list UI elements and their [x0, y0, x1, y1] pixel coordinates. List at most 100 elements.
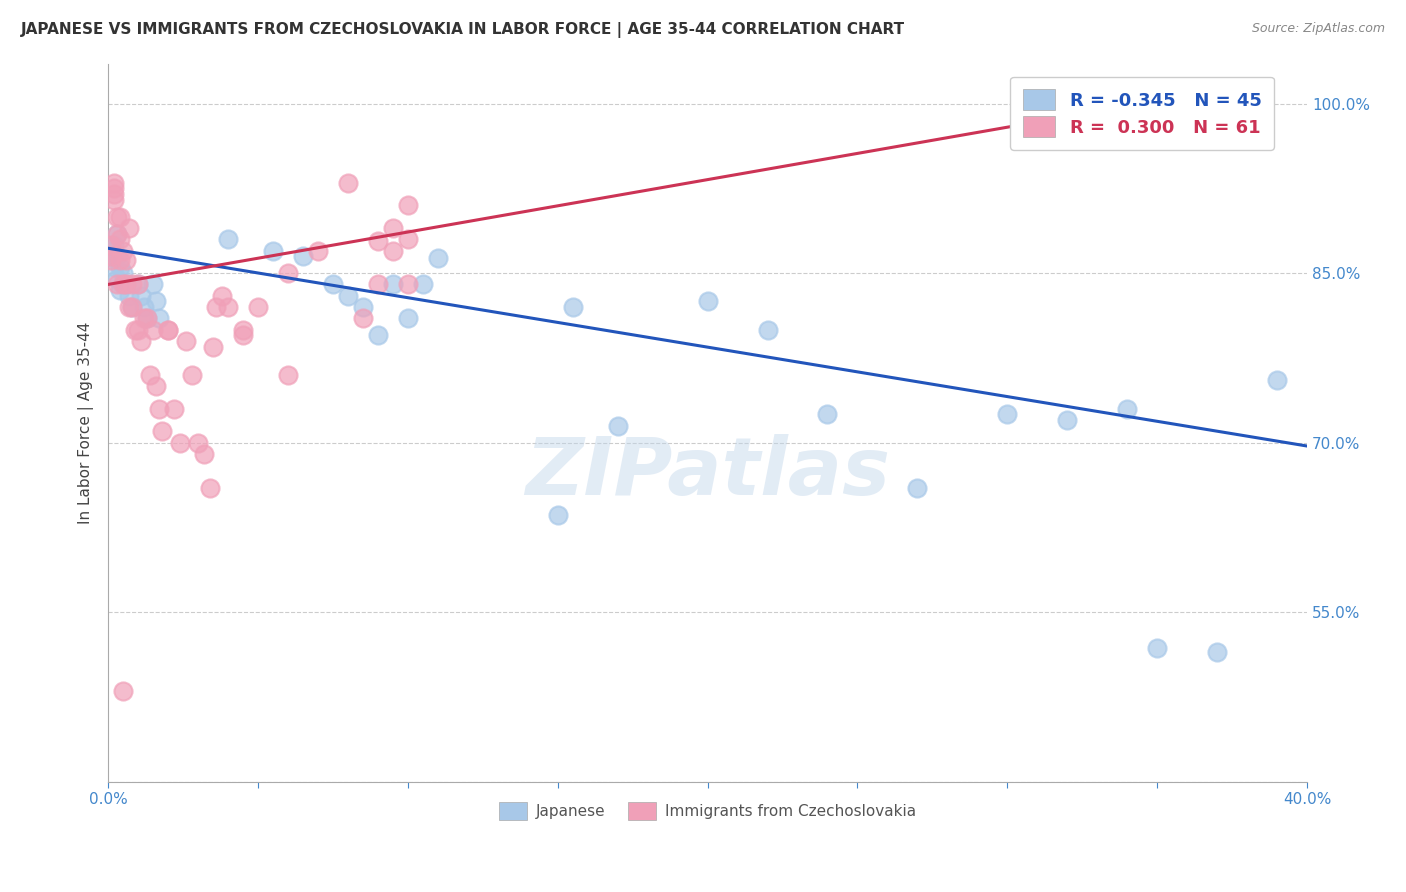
Point	[336, 289, 359, 303]
Point	[367, 277, 389, 292]
Point	[205, 300, 228, 314]
Point	[108, 252, 131, 267]
Point	[112, 266, 135, 280]
Point	[381, 277, 404, 292]
Point	[367, 328, 389, 343]
Point	[115, 277, 138, 292]
Point	[217, 232, 239, 246]
Point	[1206, 645, 1229, 659]
Point	[127, 323, 149, 337]
Point	[112, 277, 135, 292]
Point	[108, 210, 131, 224]
Point	[108, 283, 131, 297]
Point	[181, 368, 204, 382]
Point	[277, 368, 299, 382]
Point	[187, 435, 209, 450]
Point	[426, 252, 449, 266]
Point	[100, 249, 122, 263]
Point	[100, 244, 122, 258]
Point	[105, 210, 128, 224]
Point	[118, 300, 141, 314]
Point	[696, 294, 718, 309]
Point	[381, 221, 404, 235]
Point	[103, 187, 125, 202]
Point	[108, 260, 131, 275]
Point	[105, 227, 128, 241]
Point	[232, 323, 254, 337]
Point	[247, 300, 270, 314]
Text: Source: ZipAtlas.com: Source: ZipAtlas.com	[1251, 22, 1385, 36]
Point	[995, 408, 1018, 422]
Point	[142, 277, 165, 292]
Point	[103, 176, 125, 190]
Point	[118, 289, 141, 303]
Legend: Japanese, Immigrants from Czechoslovakia: Japanese, Immigrants from Czechoslovakia	[494, 796, 922, 826]
Y-axis label: In Labor Force | Age 35-44: In Labor Force | Age 35-44	[79, 322, 94, 524]
Point	[217, 300, 239, 314]
Point	[336, 176, 359, 190]
Point	[396, 232, 419, 246]
Point	[163, 401, 186, 416]
Point	[145, 379, 167, 393]
Point	[322, 277, 344, 292]
Point	[148, 401, 170, 416]
Point	[139, 368, 162, 382]
Point	[103, 260, 125, 275]
Point	[100, 238, 122, 252]
Point	[115, 252, 138, 267]
Point	[100, 252, 122, 267]
Point	[103, 238, 125, 252]
Point	[100, 249, 122, 263]
Point	[157, 323, 180, 337]
Point	[561, 300, 583, 314]
Point	[169, 435, 191, 450]
Point	[277, 266, 299, 280]
Point	[381, 244, 404, 258]
Point	[108, 232, 131, 246]
Point	[121, 300, 143, 314]
Point	[1146, 641, 1168, 656]
Point	[124, 323, 146, 337]
Point	[118, 221, 141, 235]
Point	[352, 311, 374, 326]
Point	[412, 277, 434, 292]
Point	[291, 249, 314, 263]
Point	[105, 249, 128, 263]
Point	[547, 508, 569, 522]
Point	[396, 198, 419, 212]
Point	[115, 277, 138, 292]
Point	[121, 277, 143, 292]
Point	[232, 328, 254, 343]
Point	[112, 277, 135, 292]
Point	[756, 323, 779, 337]
Point	[142, 323, 165, 337]
Point	[367, 235, 389, 249]
Point	[136, 311, 159, 326]
Point	[817, 408, 839, 422]
Text: JAPANESE VS IMMIGRANTS FROM CZECHOSLOVAKIA IN LABOR FORCE | AGE 35-44 CORRELATIO: JAPANESE VS IMMIGRANTS FROM CZECHOSLOVAK…	[21, 22, 905, 38]
Point	[103, 193, 125, 207]
Point	[129, 334, 152, 348]
Point	[150, 425, 173, 439]
Point	[145, 294, 167, 309]
Point	[606, 418, 628, 433]
Point	[112, 244, 135, 258]
Point	[262, 244, 284, 258]
Point	[129, 289, 152, 303]
Point	[134, 311, 156, 326]
Point	[396, 277, 419, 292]
Point	[121, 300, 143, 314]
Point	[1265, 374, 1288, 388]
Point	[127, 277, 149, 292]
Point	[905, 481, 928, 495]
Point	[112, 684, 135, 698]
Point	[105, 277, 128, 292]
Point	[103, 181, 125, 195]
Point	[202, 340, 225, 354]
Text: ZIPatlas: ZIPatlas	[524, 434, 890, 512]
Point	[105, 227, 128, 241]
Point	[148, 311, 170, 326]
Point	[174, 334, 197, 348]
Point	[211, 289, 233, 303]
Point	[157, 323, 180, 337]
